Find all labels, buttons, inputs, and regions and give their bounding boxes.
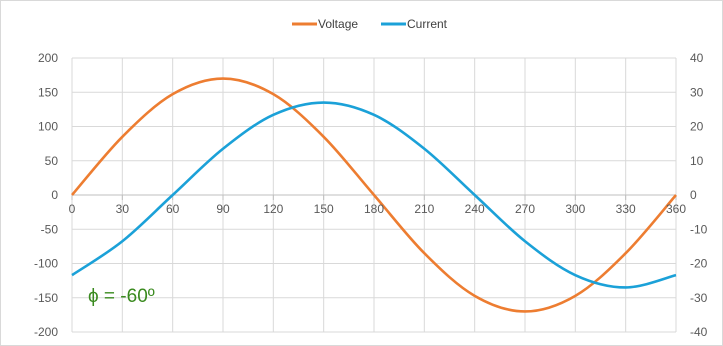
phase-annotation: ϕ = -60º [88, 286, 155, 307]
x-tick-label: 330 [616, 202, 636, 216]
series-lines [71, 77, 677, 313]
y-right-tick-label: 20 [690, 120, 704, 134]
y-right-tick-label: 30 [690, 85, 704, 99]
x-tick-label: 0 [69, 202, 76, 216]
x-tick-label: 240 [465, 202, 485, 216]
x-tick-label: 60 [166, 202, 180, 216]
y-left-tick-label: 150 [38, 85, 58, 99]
x-tick-label: 180 [364, 202, 384, 216]
series-line-voltage [71, 77, 677, 313]
y-left-tick-label: -100 [34, 257, 58, 271]
legend-label-voltage: Voltage [318, 17, 358, 31]
x-tick-label: 300 [565, 202, 585, 216]
y-right-tick-label: 10 [690, 154, 704, 168]
y-left-tick-label: 200 [38, 51, 58, 65]
x-tick-label: 150 [314, 202, 334, 216]
y-left-tick-label: 100 [38, 120, 58, 134]
x-tick-label: 270 [515, 202, 535, 216]
x-tick-label: 360 [666, 202, 686, 216]
y-left-tick-label: -200 [34, 325, 58, 339]
y-right-tick-label: -20 [690, 257, 708, 271]
y-left-tick-label: -50 [41, 222, 59, 236]
legend: Voltage Current [292, 17, 448, 31]
legend-label-current: Current [407, 17, 448, 31]
y-right-tick-label: 0 [690, 188, 697, 202]
x-tick-label: 30 [116, 202, 130, 216]
y-left-tick-label: 50 [45, 154, 59, 168]
y-right-tick-label: -30 [690, 291, 708, 305]
y-left-tick-label: 0 [51, 188, 58, 202]
y-right-tick-label: 40 [690, 51, 704, 65]
series-line-current [71, 101, 677, 289]
x-tick-label: 120 [263, 202, 283, 216]
y-right-tick-label: -40 [690, 325, 708, 339]
x-tick-label: 90 [216, 202, 230, 216]
y-left-tick-label: -150 [34, 291, 58, 305]
x-tick-label: 210 [414, 202, 434, 216]
y-right-tick-label: -10 [690, 222, 708, 236]
